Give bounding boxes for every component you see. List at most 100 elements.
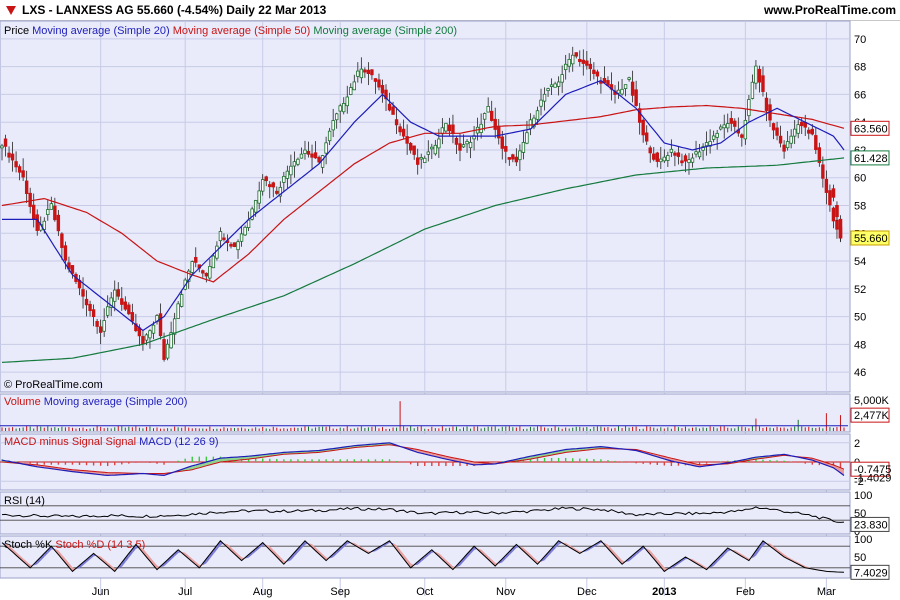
candle-body: [835, 205, 839, 218]
candle-body: [697, 151, 702, 158]
candle-body: [229, 243, 233, 247]
legend-ma50: Moving average (Simple 50): [173, 25, 314, 37]
candle-body: [648, 147, 652, 154]
candle-body: [289, 165, 293, 176]
stoch-fill: [195, 561, 200, 568]
candle-body: [53, 205, 57, 221]
macd-fill: [238, 456, 242, 461]
stoch-fill: [449, 563, 453, 570]
candle-body: [194, 257, 198, 263]
candle-body: [271, 182, 275, 188]
candle-body: [666, 155, 670, 161]
stoch-fill: [777, 548, 781, 555]
candle-body: [486, 106, 490, 113]
candle-body: [331, 120, 335, 131]
rsi-last-value-box: [850, 516, 890, 532]
candle-body: [704, 142, 709, 147]
candle-body: [754, 65, 758, 84]
macd-y-tick: -2: [854, 476, 864, 488]
stoch-fill: [678, 559, 682, 565]
stoch-fill: [755, 545, 760, 556]
copyright-label: © ProRealTime.com: [4, 379, 103, 391]
candle-body: [356, 70, 360, 77]
candle-body: [14, 161, 18, 168]
candle-body: [807, 129, 811, 134]
candle-body: [669, 148, 674, 153]
candle-body: [511, 154, 515, 160]
candle-body: [743, 119, 748, 140]
stoch-fill: [319, 550, 323, 558]
candle-body: [451, 124, 455, 134]
candle-body: [179, 294, 184, 307]
stoch-fill: [312, 544, 316, 551]
stoch-fill: [149, 557, 154, 566]
x-tick-label: Nov: [496, 586, 516, 598]
x-tick-label: Jun: [92, 586, 110, 598]
candle-body: [359, 68, 364, 79]
stoch-fill: [37, 557, 41, 565]
candle-body: [810, 128, 814, 135]
stoch-fill: [636, 549, 640, 556]
volume-legend-ma: Moving average (Simple 200): [44, 396, 188, 408]
stoch-fill: [209, 549, 214, 559]
price-y-tick: 46: [854, 367, 866, 379]
candle-body: [387, 103, 392, 111]
stoch-fill: [273, 549, 277, 557]
stoch-fill: [142, 548, 147, 557]
stoch-fill: [717, 555, 721, 563]
candle-body: [662, 156, 667, 162]
candle-body: [715, 132, 719, 138]
stoch-fill: [248, 551, 253, 558]
stoch-fill: [343, 540, 348, 548]
candle-body: [201, 270, 205, 274]
candle-body: [595, 71, 600, 77]
candle-body: [268, 184, 272, 188]
site-url[interactable]: www.ProRealTime.com: [763, 3, 896, 17]
volume-last-value-box: [850, 407, 890, 423]
stoch-fill: [428, 549, 432, 556]
stoch-last-value: 7.4029: [854, 567, 888, 579]
candle-body: [831, 188, 836, 198]
stoch-fill: [488, 556, 492, 563]
candle-body: [172, 318, 177, 335]
volume-y-tick: 5,000K: [854, 395, 890, 407]
stoch-fill: [424, 552, 429, 559]
price-legend-prefix: Price: [4, 25, 32, 37]
candle-body: [380, 84, 385, 94]
stoch-fill: [16, 552, 20, 559]
stoch-fill: [44, 549, 48, 557]
candle-body: [419, 157, 423, 160]
candle-body: [324, 142, 328, 154]
candle-body: [363, 69, 367, 73]
candle-body: [430, 146, 434, 150]
candle-body: [63, 245, 68, 261]
candle-body: [412, 145, 416, 155]
candle-body: [838, 218, 843, 239]
candle-body: [134, 323, 138, 332]
candle-body: [694, 151, 698, 155]
macd-fill: [227, 457, 231, 462]
stoch-fill: [269, 546, 274, 554]
stoch-y-tick: 50: [854, 552, 866, 564]
candle-body: [144, 334, 149, 341]
candle-body: [303, 149, 307, 154]
stoch-fill: [128, 548, 133, 558]
candle-body: [28, 192, 32, 207]
stoch-fill: [551, 544, 556, 553]
stoch-fill: [336, 547, 341, 554]
candle-body: [148, 330, 152, 339]
price-y-tick: 66: [854, 89, 866, 101]
candle-body: [771, 123, 776, 131]
stoch-fill: [484, 552, 489, 560]
stoch-fill: [505, 551, 510, 559]
candle-body: [497, 126, 501, 139]
candle-body: [190, 261, 194, 273]
candle-body: [236, 241, 240, 251]
candle-body: [423, 157, 427, 164]
stoch-fill: [512, 544, 517, 552]
stoch-fill: [12, 548, 17, 556]
candle-body: [334, 113, 339, 121]
candle-body: [676, 152, 681, 157]
stoch-fill: [255, 545, 260, 552]
candle-body: [239, 233, 244, 242]
